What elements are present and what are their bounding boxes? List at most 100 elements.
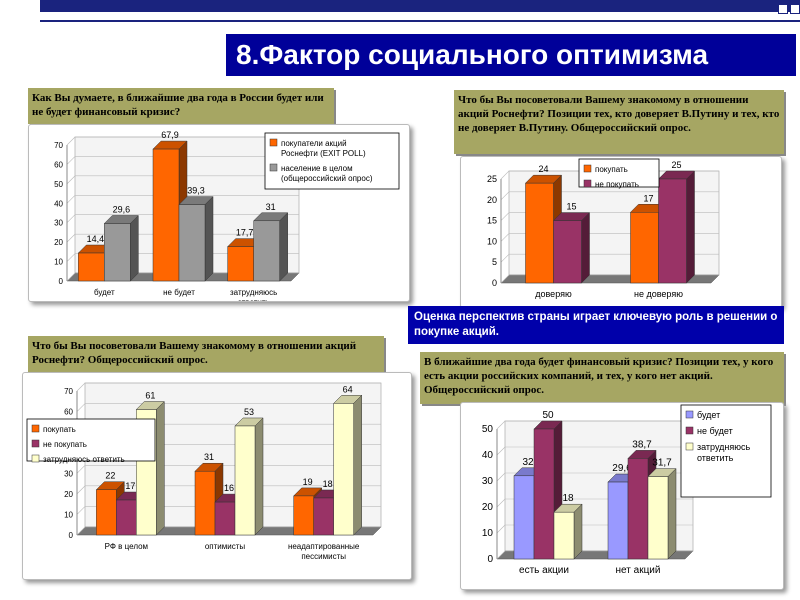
data-label: 53 (244, 407, 254, 417)
x-tick-label: пессимисты (301, 552, 346, 561)
data-label: 31 (204, 452, 214, 462)
bar-side (667, 467, 677, 560)
chart-2: 0 5 10 15 20 25 24 15 доверяю 17 25 не доверяю покуп… (487, 158, 720, 299)
legend-box (264, 132, 400, 190)
bar (178, 204, 206, 282)
bar (313, 497, 334, 536)
y-tick-label: 20 (487, 195, 497, 205)
data-label: 31,7 (652, 458, 672, 469)
legend-label: население в целом (281, 164, 353, 173)
x-tick-label: затрудняюсь (230, 288, 277, 297)
x-tick-label: не доверяю (634, 289, 683, 299)
gridline (76, 506, 86, 515)
y-tick-label: 40 (482, 450, 494, 461)
gridline (496, 472, 506, 482)
y-tick-label: 50 (482, 424, 494, 435)
x-tick-label: есть акции (519, 565, 569, 576)
bar-side (156, 400, 165, 536)
legend-label: ответить (697, 453, 734, 463)
legend-label: покупатели акций (281, 139, 347, 148)
gridline (66, 214, 76, 223)
bar (253, 220, 280, 282)
y-tick-label: 0 (487, 554, 493, 565)
chart-1: 0 10 20 30 40 50 60 70 14,4 29,6 будет 67,9 39,3 не б… (54, 130, 400, 307)
data-label: 39,3 (187, 186, 205, 196)
data-label: 38,7 (632, 439, 652, 450)
y-tick-label: 10 (487, 236, 497, 246)
y-tick-label: 50 (54, 180, 63, 189)
bar (553, 511, 575, 560)
legend-swatch (583, 164, 592, 173)
bar (513, 475, 535, 560)
bar (152, 148, 180, 282)
gridline (66, 195, 76, 204)
gridline (500, 170, 510, 180)
y-tick-label: 10 (64, 510, 73, 519)
gridline (500, 274, 510, 284)
data-label: 15 (566, 202, 576, 212)
legend-label: затрудняюсь (697, 442, 751, 452)
gridline (76, 526, 86, 536)
top-bar (40, 0, 800, 12)
x-tick-label: доверяю (535, 289, 572, 299)
x-tick-label: ответить (238, 298, 270, 301)
bar-side (353, 394, 362, 536)
bar-side (581, 211, 590, 284)
y-tick-label: 10 (54, 258, 63, 267)
legend-swatch (685, 442, 694, 451)
x-tick-label: РФ в целом (105, 542, 148, 551)
corner-square (790, 4, 800, 14)
bar-side (204, 196, 214, 282)
y-tick-label: 20 (64, 490, 73, 499)
y-tick-label: 5 (492, 257, 497, 267)
bar (104, 223, 131, 282)
chart-4: 0 10 20 30 40 50 32 50 18 есть акции 29,6 38,731,7 н… (482, 404, 772, 576)
x-tick-label: нет акций (616, 565, 661, 576)
legend-swatch (685, 410, 694, 419)
legend-swatch (583, 179, 592, 188)
data-label: 24 (538, 164, 548, 174)
legend-box (578, 158, 660, 188)
bar-side (254, 417, 264, 536)
bar (627, 458, 649, 560)
chart-panel-1: 0 10 20 30 40 50 60 70 14,4 29,6 будет 67,9 39,3 не б… (28, 124, 410, 307)
chart-panel-4: 0 10 20 30 40 50 32 50 18 есть акции 29,6 38,7 31,7 н… (460, 402, 784, 590)
bar (533, 428, 555, 560)
bar (525, 182, 554, 284)
data-label: 16 (224, 483, 234, 493)
data-label: 64 (343, 384, 353, 394)
gridline (496, 524, 506, 534)
y-tick-label: 30 (482, 476, 494, 487)
bar-side (130, 214, 139, 282)
gridline (496, 498, 506, 508)
chart-panel-2: 0 5 10 15 20 25 24 15 доверяю 17 25 не доверяю покуп… (460, 156, 782, 308)
data-label: 18 (562, 493, 574, 504)
bar (293, 495, 314, 536)
y-tick-label: 60 (54, 160, 63, 169)
bar (607, 481, 629, 560)
x-tick-label: неадаптированные (288, 542, 360, 551)
bar (96, 489, 117, 536)
data-label: 19 (303, 477, 313, 487)
gridline (500, 212, 510, 221)
gridline (500, 233, 510, 242)
bar (647, 476, 669, 560)
gridline (66, 233, 76, 243)
data-label: 67,9 (161, 130, 179, 140)
data-label: 31 (266, 202, 276, 212)
bar (333, 403, 354, 536)
gridline (66, 156, 76, 165)
conclusion-box: Оценка перспектив страны играет ключевую… (408, 306, 784, 344)
gridline (76, 382, 86, 392)
y-tick-label: 70 (64, 387, 73, 396)
bar (78, 252, 105, 282)
bar-side (279, 212, 288, 282)
question-1: Как Вы думаете, в ближайшие два года в Р… (28, 88, 334, 124)
legend-box (26, 418, 156, 462)
data-label: 22 (105, 471, 115, 481)
corner-square (778, 4, 788, 14)
bar (630, 212, 659, 284)
gridline (66, 253, 76, 262)
chart-panel-3: 010203040506070221761РФ в целом311653опт… (22, 372, 412, 580)
legend-swatch (269, 138, 278, 147)
